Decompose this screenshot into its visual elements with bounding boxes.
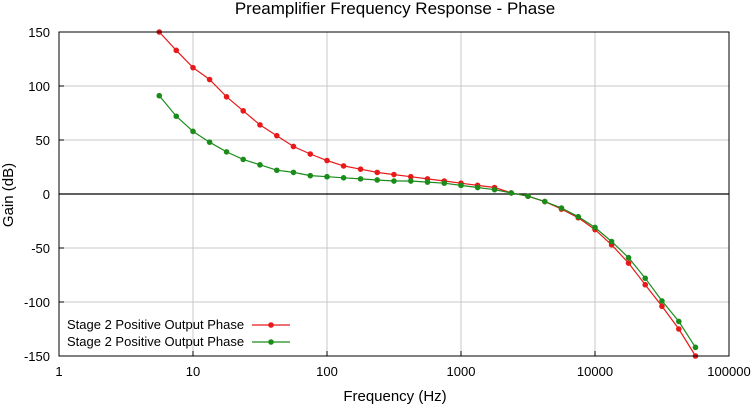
data-point [508, 190, 515, 196]
data-point [156, 92, 163, 99]
data-point [575, 213, 582, 220]
x-tick-label: 1 [55, 364, 62, 379]
data-point [592, 224, 598, 231]
data-point [391, 178, 397, 184]
data-point [642, 275, 649, 282]
data-point [206, 139, 213, 145]
series-line [158, 95, 697, 348]
x-tick-label: 100 [316, 364, 338, 379]
data-point [541, 198, 548, 205]
data-point [357, 166, 364, 172]
data-point [491, 186, 498, 193]
data-point [324, 157, 330, 164]
tick-labels: 1 10 100 1000 10000 100000 150 100 50 0 -50 -100 -15… [24, 25, 751, 379]
data-point [458, 182, 464, 189]
data-point [340, 175, 347, 181]
data-point [190, 64, 196, 71]
data-point [391, 171, 397, 178]
data-point [625, 260, 632, 266]
y-tick-label: 100 [28, 79, 50, 94]
data-point [675, 318, 682, 325]
legend-swatch-point [268, 322, 274, 328]
data-point [675, 326, 682, 332]
data-point [240, 108, 247, 114]
data-point [625, 254, 632, 261]
series-2 [156, 92, 699, 351]
y-tick-label: 150 [28, 25, 50, 40]
x-tick-label: 10000 [577, 364, 613, 379]
y-tick-label: -100 [24, 295, 50, 310]
data-point [190, 128, 196, 135]
data-point [273, 132, 280, 139]
data-point [273, 167, 280, 174]
data-point [659, 298, 665, 304]
y-tick-label: -150 [24, 349, 50, 364]
data-point [173, 113, 180, 120]
grid-lines [59, 32, 729, 356]
chart-title: Preamplifier Frequency Response - Phase [235, 0, 555, 18]
data-point [525, 193, 531, 199]
data-point [223, 149, 230, 155]
data-point [307, 172, 314, 179]
x-tick-label: 10 [186, 364, 200, 379]
data-point [659, 303, 665, 310]
data-point [692, 344, 699, 351]
series-layer [156, 29, 699, 359]
data-point [374, 177, 381, 183]
data-point [474, 184, 481, 191]
data-point [407, 178, 414, 184]
legend-swatch-point [268, 339, 274, 345]
x-axis-label: Frequency (Hz) [343, 388, 446, 404]
data-point [223, 94, 230, 100]
data-point [558, 205, 565, 211]
x-tick-label: 1000 [447, 364, 476, 379]
data-point [240, 156, 247, 163]
data-point [357, 176, 364, 182]
data-point [290, 143, 297, 150]
data-point [608, 238, 615, 245]
data-point [374, 169, 381, 176]
data-point [642, 281, 649, 288]
data-point [307, 151, 314, 157]
legend: Stage 2 Positive Output Phase Stage 2 Pos… [67, 317, 290, 349]
data-point [257, 122, 263, 128]
legend-label: Stage 2 Positive Output Phase [67, 334, 244, 349]
data-point [324, 173, 330, 180]
data-point [257, 162, 263, 168]
legend-label: Stage 2 Positive Output Phase [67, 317, 244, 332]
y-tick-label: 0 [43, 187, 50, 202]
data-point [173, 47, 180, 54]
y-tick-label: -50 [31, 241, 50, 256]
x-tick-label: 100000 [707, 364, 750, 379]
data-point [407, 173, 414, 180]
data-point [290, 169, 297, 176]
data-point [441, 180, 448, 186]
data-point [424, 179, 431, 185]
data-point [206, 76, 213, 83]
y-axis-label: Gain (dB) [0, 163, 17, 227]
y-tick-label: 50 [36, 133, 50, 148]
data-point [340, 163, 347, 169]
